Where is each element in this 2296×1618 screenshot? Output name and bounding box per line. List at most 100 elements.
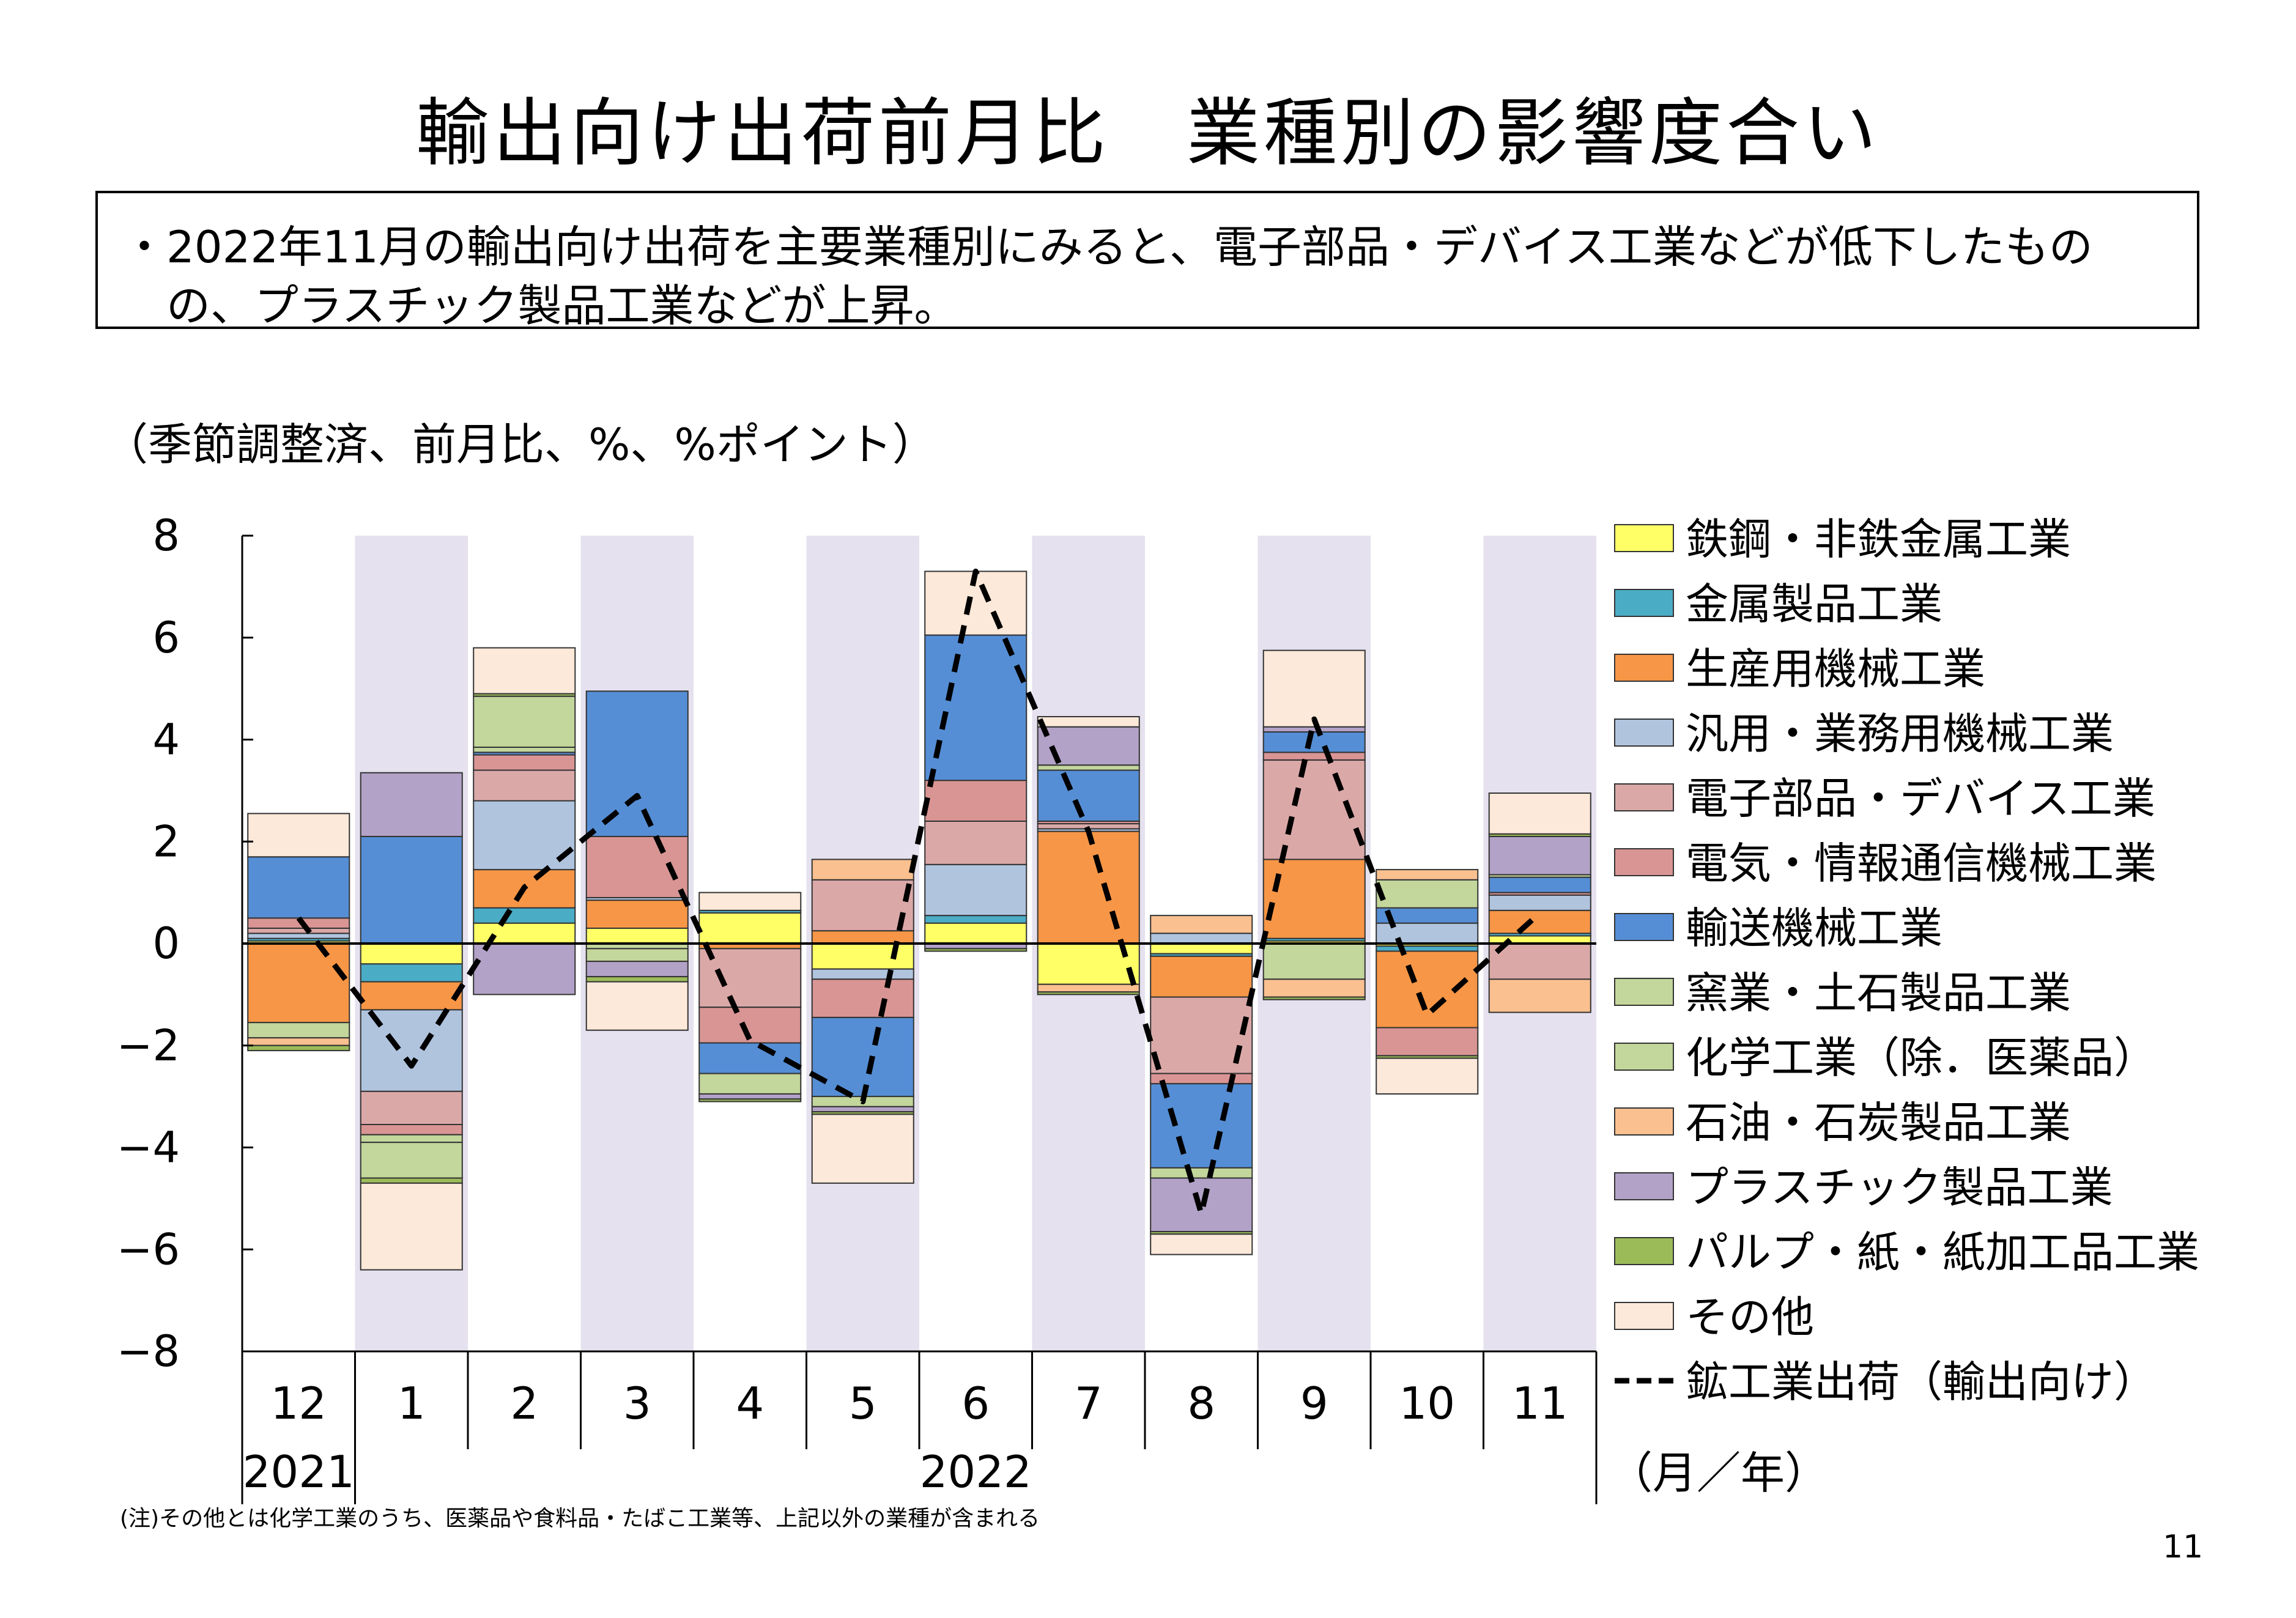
bar-segment-2-8 [1150,955,1253,998]
legend-label-6: 輸送機械工業 [1686,903,1942,953]
bar-segment-6-11 [1488,876,1591,893]
legend-label-5: 電気・情報通信機械工業 [1686,838,2157,888]
legend-swatch-4 [1614,783,1674,811]
y-tick-label-0: 8 [152,511,180,561]
bar-segment-10-4 [698,1093,802,1100]
bar-segment-6-7 [1037,769,1140,822]
bar-segment-8-10 [1376,879,1479,909]
bar-segment-6-10 [1376,907,1479,924]
bar-segment-0-1 [360,943,463,965]
summary-line-2: の、プラスチック製品工業などが上昇。 [166,280,958,331]
bar-segment-2-9 [1262,859,1366,939]
bar-segment-8-9 [1262,943,1366,980]
bar-segment-8-8 [1150,1167,1253,1179]
bar-segment-1-6 [924,915,1028,924]
bar-segment-11-1 [360,1177,463,1184]
bar-segment-10-1 [360,772,463,837]
bar-segment-3-5 [811,968,914,980]
bar-segment-6-6 [924,634,1028,781]
bar-segment-5-5 [811,978,914,1018]
bar-segment-0-3 [585,927,689,945]
x-tick-label-3: 3 [623,1378,651,1429]
bar-segment-10-5 [811,1106,914,1113]
bar-segment-11-4 [698,1098,802,1103]
bar-segment-2-7 [1037,830,1140,944]
bar-segment-9-7 [1037,983,1140,993]
legend-swatch-10 [1614,1172,1674,1200]
bar-segment-10-2 [473,943,576,996]
bar-segment-7-1 [360,1134,463,1143]
legend-label-1: 金属製品工業 [1686,579,1942,629]
bar-segment-0-8 [1150,943,1253,955]
year-label-2021: 2021 [243,1446,355,1498]
bar-segment-10-9 [1262,726,1366,733]
bar-segment-4-11 [1488,943,1591,980]
bar-segment-12-9 [1262,649,1366,728]
bar-segment-12-5 [811,1114,914,1184]
bar-segment-5-8 [1150,1073,1253,1085]
page-number: 11 [2163,1529,2204,1565]
bar-segment-9-8 [1150,915,1253,934]
bar-segment-12-2 [473,647,576,695]
bar-segment-9-12 [247,1037,350,1046]
bar-segment-11-7 [1037,991,1140,996]
bar-segment-11-6 [924,948,1028,952]
bar-segment-8-2 [473,695,576,748]
bar-segment-8-7 [1037,764,1140,771]
bar-segment-9-9 [1262,978,1366,998]
bar-segment-2-11 [1488,909,1591,934]
bar-segment-8-3 [585,948,689,962]
bar-segment-6-12 [247,856,350,919]
y-tick-label-1: 6 [152,613,180,663]
y-tick-label-5: −2 [117,1021,180,1071]
summary-line-1: ・2022年11月の輸出向け出荷を主要業種別にみると、電子部品・デバイス工業など… [122,221,2093,273]
bar-segment-8-1 [360,1142,463,1179]
bar-segment-10-3 [585,961,689,978]
x-tick-label-9: 9 [1300,1378,1328,1429]
legend-label-3: 汎用・業務用機械工業 [1686,709,2114,759]
legend-label-7: 窯業・土石製品工業 [1686,968,2071,1018]
bar-segment-1-10 [1376,945,1479,952]
x-tick-label-11: 11 [1512,1378,1568,1429]
legend-label-0: 鉄鋼・非鉄金属工業 [1686,514,2071,564]
bar-segment-10-11 [1488,835,1591,876]
x-unit-label: （月／年） [1609,1447,1829,1499]
bar-segment-1-1 [360,963,463,983]
y-tick-label-4: 0 [152,918,180,969]
bar-segment-6-3 [585,690,689,837]
bar-segment-4-1 [360,1090,463,1125]
bar-segment-6-5 [811,1016,914,1098]
bar-segment-4-12 [247,927,350,934]
bar-segment-1-2 [473,907,576,924]
footnote: (注)その他とは化学工業のうち、医薬品や食料品・たばこ工業等、上記以外の業種が含… [120,1506,1040,1531]
bar-segment-6-4 [698,1042,802,1074]
bar-segment-6-1 [360,835,463,944]
bar-segment-3-11 [1488,894,1591,911]
bar-segment-5-9 [1262,752,1366,761]
summary-box: ・2022年11月の輸出向け出荷を主要業種別にみると、電子部品・デバイス工業など… [95,191,2199,331]
bar-segment-2-1 [360,981,463,1011]
x-tick-label-7: 7 [1075,1378,1103,1429]
bar-segment-0-6 [924,922,1028,945]
bar-segment-3-6 [924,863,1028,917]
bar-segment-4-6 [924,820,1028,865]
bar-segment-12-12 [247,813,350,858]
y-tick-label-8: −8 [117,1326,180,1376]
bar-segment-0-4 [698,912,802,944]
bar-segment-12-10 [1376,1057,1479,1095]
legend-swatch-0 [1614,524,1674,552]
legend-swatch-7 [1614,978,1674,1006]
legend-swatch-9 [1614,1107,1674,1136]
bar-segment-11-9 [1262,996,1366,1000]
bar-segment-5-2 [473,754,576,771]
y-tick-label-3: 2 [152,816,180,866]
legend-swatch-6 [1614,913,1674,941]
legend-swatch-5 [1614,848,1674,876]
legend-swatch-11 [1614,1237,1674,1265]
legend-label-11: パルプ・紙・紙加工品工業 [1686,1227,2199,1277]
bar-segment-12-11 [1488,792,1591,835]
legend-swatch-12 [1614,1302,1674,1330]
x-tick-label-8: 8 [1187,1378,1215,1429]
bar-segment-9-10 [1376,869,1479,881]
y-tick-label-6: −4 [117,1123,180,1173]
